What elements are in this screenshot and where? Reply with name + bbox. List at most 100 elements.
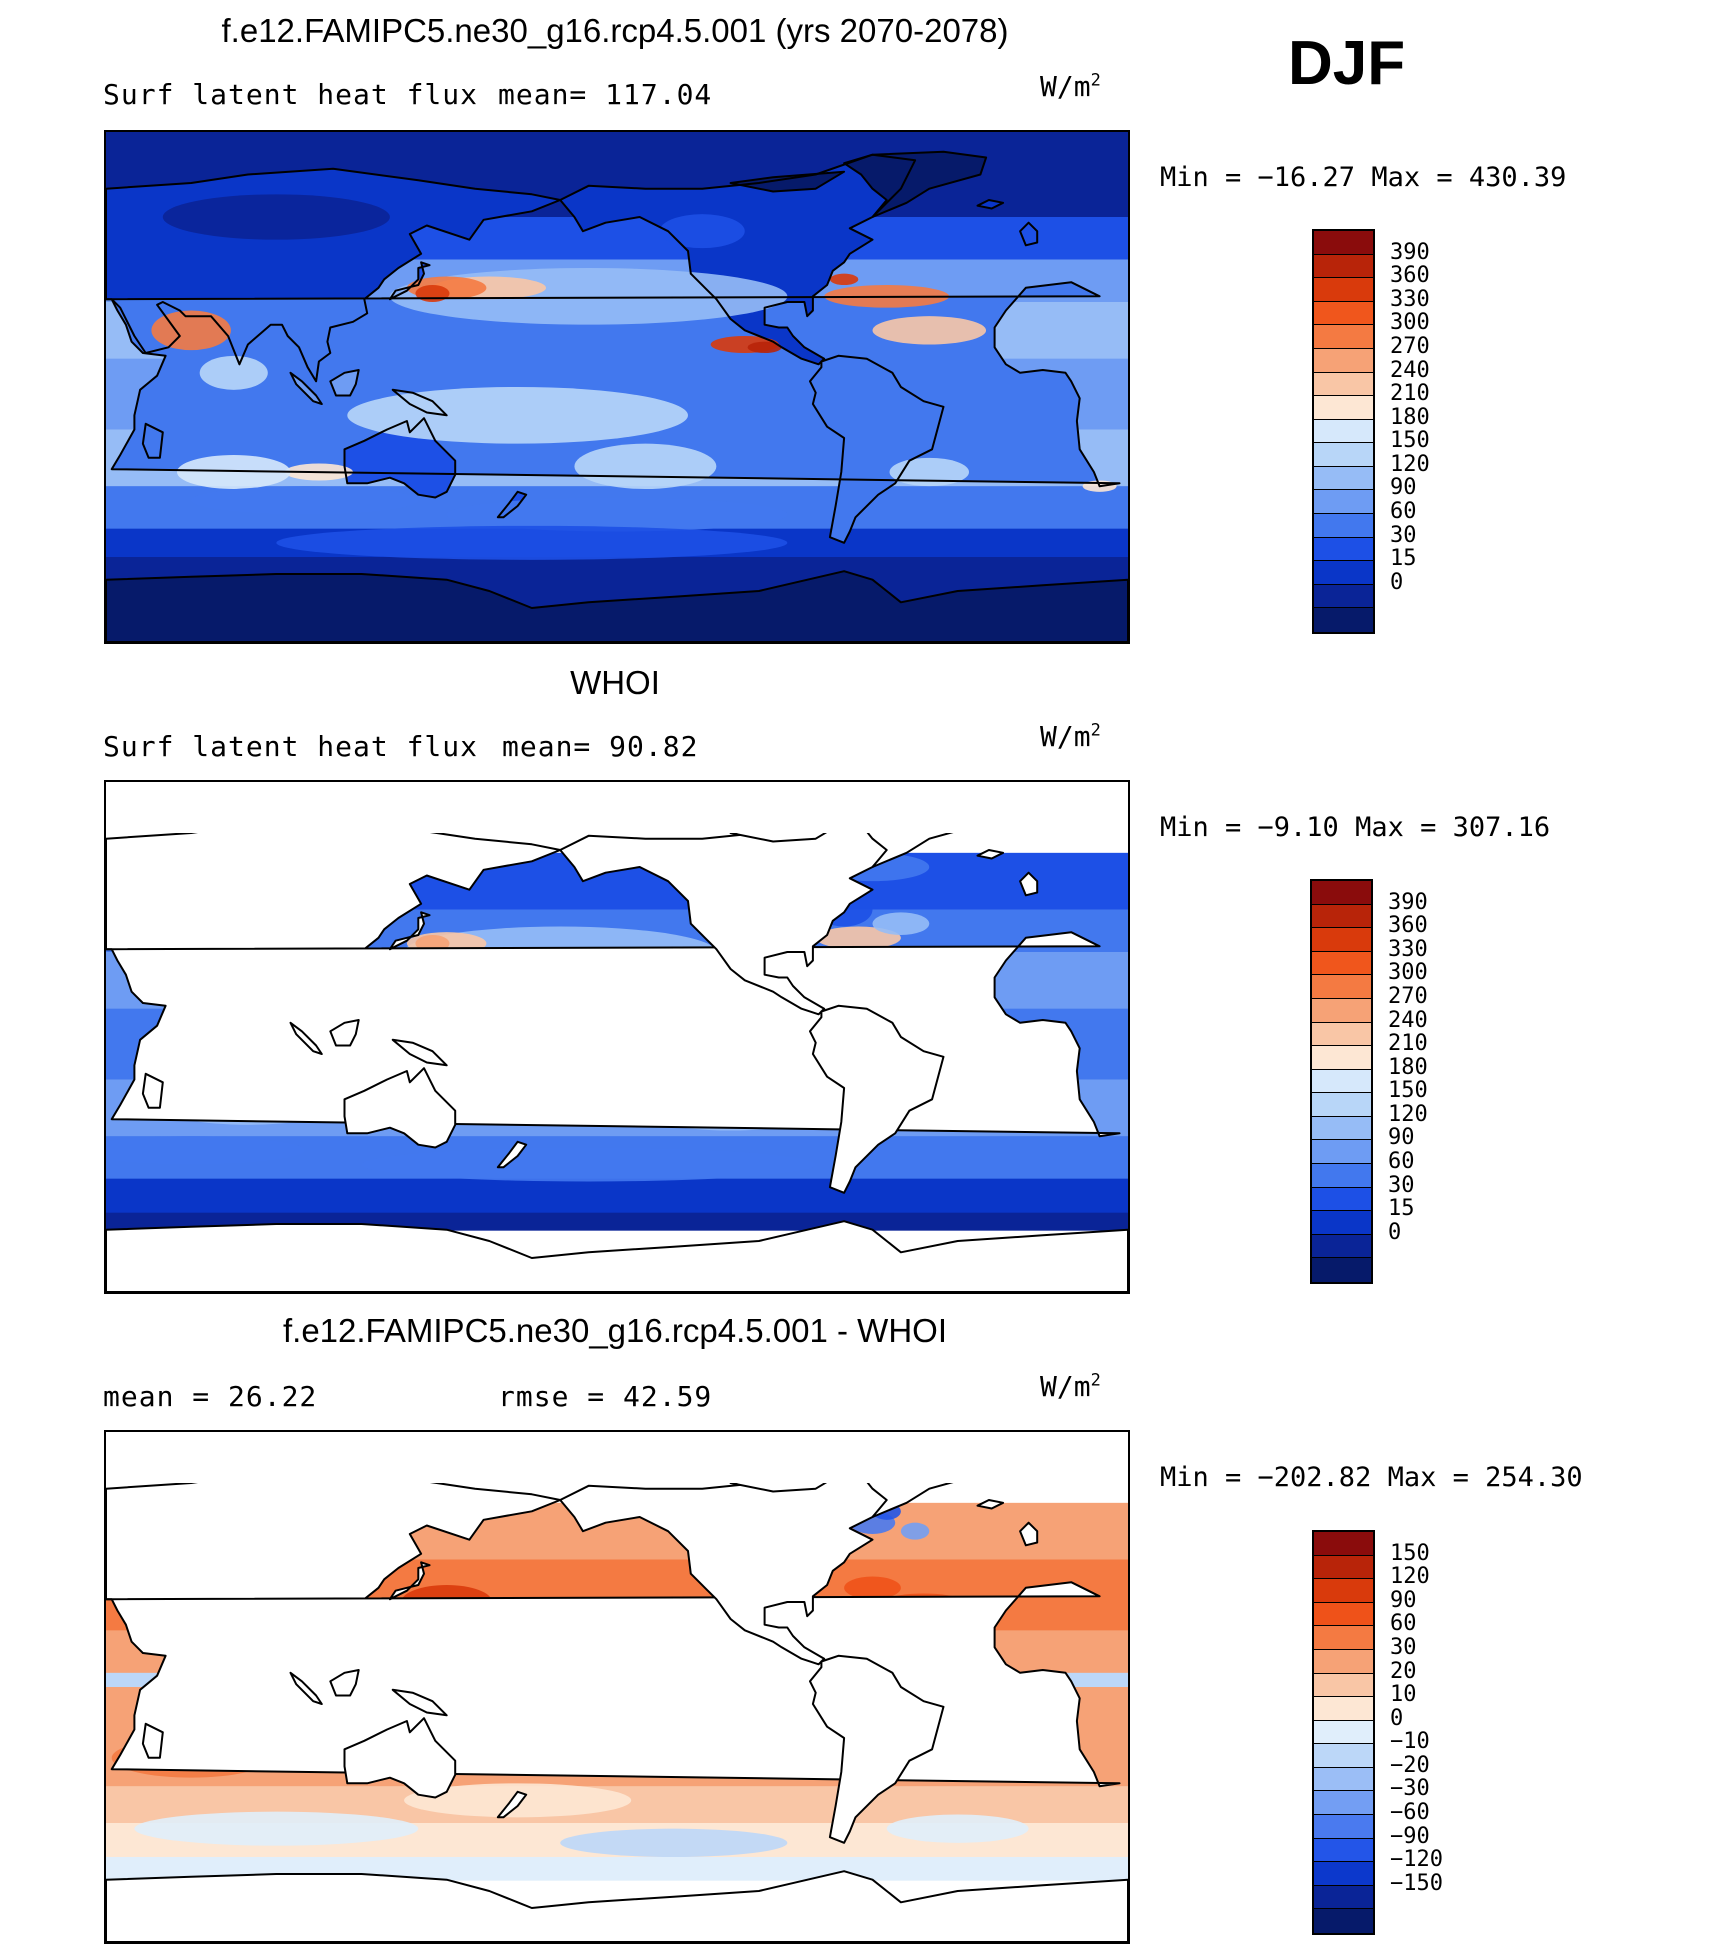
field-patch [446,497,788,532]
panel-3-title: f.e12.FAMIPC5.ne30_g16.rcp4.5.001 - WHOI [282,1312,947,1349]
colorbar-swatch [1314,1697,1373,1721]
colorbar-level-label: 60 [1388,1149,1415,1175]
field-patch [747,341,782,353]
colorbar-swatch [1314,514,1373,538]
field-patch [151,310,231,351]
colorbar-swatch [1314,348,1373,373]
panel-3-map [104,1430,1130,1944]
colorbar-swatch [1312,928,1371,952]
colorbar-level-label: 15 [1388,1196,1415,1222]
coastline-sumatra [289,1671,323,1705]
colorbar-level-label: 270 [1390,333,1430,359]
colorbar-level-label: 10 [1390,1682,1417,1708]
coastline-uk [1019,221,1039,247]
colorbar-level-label: 180 [1390,404,1430,430]
colorbar-swatch [1314,1909,1373,1933]
colorbar-swatch [1312,1116,1371,1141]
colorbar-swatch [1312,881,1371,905]
colorbar-swatch [1314,1767,1373,1792]
colorbar-swatch [1312,951,1371,976]
land-field-namerica [560,154,916,365]
colorbar-level-label: −20 [1390,1752,1430,1778]
colorbar-swatch [1314,1815,1373,1839]
panel-2-mean-label: mean= 90.82 [502,730,699,763]
colorbar-swatch [1312,1164,1371,1188]
colorbar-swatch [1314,1626,1373,1650]
colorbar-level-label: 30 [1390,522,1417,548]
colorbar-swatch [1312,1069,1371,1094]
land-field-canadaIs [730,171,845,192]
colorbar-level-label: 360 [1388,913,1428,939]
coastline-japan [388,261,431,301]
colorbar-level-label: −150 [1390,1870,1443,1896]
colorbar-level-label: 180 [1388,1054,1428,1080]
colorbar-swatch [1314,231,1373,255]
colorbar-level-label: 150 [1388,1078,1428,1104]
colorbar-swatch [1312,1211,1371,1235]
land-field-borneo [330,370,359,396]
colorbar-swatch [1314,466,1373,491]
land-field-madagascar [142,423,163,458]
field-patch [162,194,390,240]
coastline-antarctica [106,1220,1128,1292]
colorbar-swatch [1312,1258,1371,1282]
colorbar-level-label: 210 [1388,1031,1428,1057]
coastline-iceland [976,1499,1005,1510]
panel-3-rmse-label: rmse = 42.59 [498,1380,713,1413]
colorbar-swatch [1314,584,1373,609]
colorbar-swatch [1314,1555,1373,1580]
colorbar-swatch [1314,443,1373,467]
colorbar-swatch [1314,1579,1373,1603]
colorbar-swatch [1314,1885,1373,1910]
coastline-ngunea [391,1038,448,1067]
colorbar-swatch [1314,301,1373,326]
colorbar-swatch [1312,1140,1371,1165]
colorbar-swatch [1314,419,1373,444]
colorbar-level-label: 210 [1390,381,1430,407]
field-patch [560,1828,788,1857]
colorbar-swatch [1314,490,1373,515]
coastline-samerica [809,354,945,544]
colorbar-level-label: −30 [1390,1776,1430,1802]
field-patch [872,316,987,345]
colorbar-level-label: 90 [1390,475,1417,501]
coastline-madagascar [141,422,164,459]
panel-1-title: f.e12.FAMIPC5.ne30_g16.rcp4.5.001 (yrs 2… [221,12,1009,49]
panel-2-units: W/m2 [1040,720,1101,753]
colorbar-level-label: −90 [1390,1823,1430,1849]
colorbar-swatch [1312,1046,1371,1070]
panel-2-title: WHOI [570,664,660,701]
field-patch [886,1814,1029,1843]
colorbar-level-label: 90 [1388,1125,1415,1151]
colorbar-level-label: 390 [1390,239,1430,265]
colorbar-level-label: 330 [1388,936,1428,962]
coastline-madagascar [141,1722,164,1759]
field-patch [659,214,745,249]
season-label: DJF [1288,29,1406,98]
coastline-nz [496,1790,528,1819]
panel-2-minmax: Min = −9.10 Max = 307.16 [1160,812,1551,843]
coastline-japan [388,911,431,951]
field-patch [815,926,901,950]
coastline-borneo [329,369,360,397]
field-patch [900,1522,930,1540]
colorbar-level-label: 360 [1390,263,1430,289]
colorbar-swatch [1314,278,1373,302]
coastline-japan [388,1561,431,1601]
panel-2-variable-label: Surf latent heat flux [103,730,479,763]
colorbar-swatch [1314,1744,1373,1768]
colorbar-level-label: 60 [1390,1611,1417,1637]
coastline-australia [343,1717,457,1799]
colorbar-swatch [1312,998,1371,1023]
panel-1-units: W/m2 [1040,70,1101,103]
colorbar-level-label: −120 [1390,1847,1443,1873]
colorbar-swatch [1314,561,1373,585]
colorbar-level-label: 0 [1388,1219,1402,1245]
colorbar-swatch [1314,1649,1373,1674]
panel-3-field [106,1432,1128,1942]
panel-3-units: W/m2 [1040,1370,1101,1403]
colorbar-level-label: 240 [1390,357,1430,383]
colorbar-level-label: 300 [1388,960,1428,986]
coastline-canadaIs [729,170,846,193]
colorbar-swatch [1314,1838,1373,1863]
